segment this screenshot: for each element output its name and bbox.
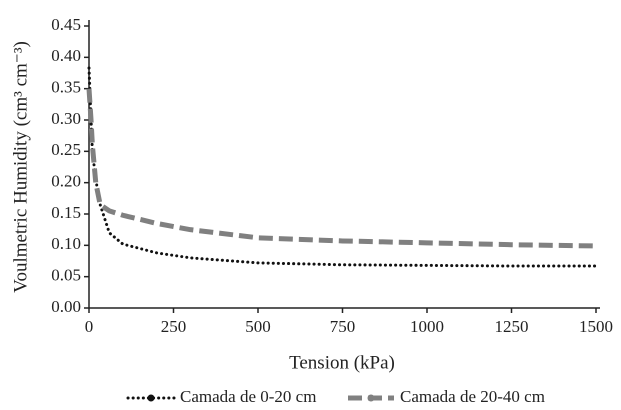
- y-tick-label: 0.05: [51, 266, 81, 285]
- y-tick-label: 0.30: [51, 109, 81, 128]
- x-tick-label: 250: [161, 317, 187, 336]
- legend-marker: [367, 394, 375, 402]
- y-tick-label: 0.00: [51, 297, 81, 316]
- y-tick-label: 0.20: [51, 172, 81, 191]
- x-tick-label: 1000: [410, 317, 444, 336]
- x-tick-label: 750: [330, 317, 356, 336]
- x-tick-label: 500: [245, 317, 271, 336]
- line-series: [86, 88, 597, 249]
- y-tick-label: 0.15: [51, 203, 81, 222]
- legend-marker: [147, 394, 155, 402]
- x-axis-title: Tension (kPa): [289, 352, 395, 373]
- y-tick-label: 0.25: [51, 140, 81, 159]
- x-tick-label: 1500: [579, 317, 613, 336]
- x-tick-label: 0: [85, 317, 94, 336]
- legend-label: Camada de 0-20 cm: [180, 387, 316, 406]
- y-tick-label: 0.10: [51, 234, 81, 253]
- y-tick-label: 0.35: [51, 78, 81, 97]
- line-series: [87, 66, 598, 268]
- legend-label: Camada de 20-40 cm: [400, 387, 545, 406]
- y-tick-label: 0.45: [51, 15, 81, 34]
- y-axis-title: Voulmetric Humidity (cm³ cm⁻³): [10, 41, 31, 293]
- x-tick-label: 1250: [495, 317, 529, 336]
- y-tick-label: 0.40: [51, 46, 81, 65]
